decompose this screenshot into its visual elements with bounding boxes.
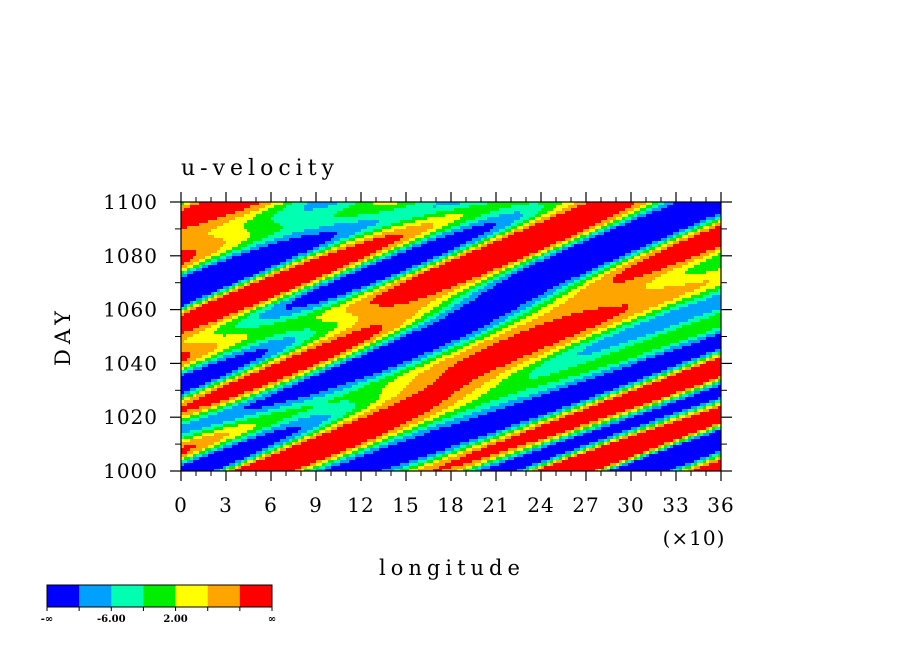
heatmap-field: [181, 202, 722, 473]
chart-title: u-velocity: [181, 156, 339, 181]
